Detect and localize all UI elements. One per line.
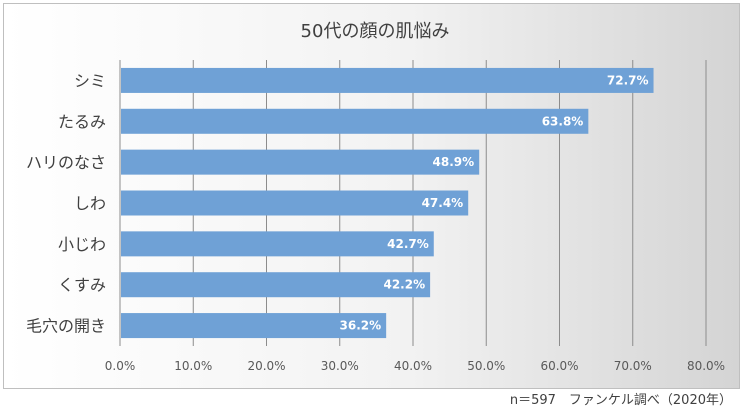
data-label: 47.4% [422, 196, 464, 210]
x-tick-label: 40.0% [394, 359, 432, 373]
bar [121, 313, 387, 339]
data-label: 42.2% [383, 278, 425, 292]
category-label: くすみ [58, 276, 106, 295]
data-label: 42.7% [387, 237, 429, 251]
bar [121, 108, 589, 134]
x-tick-label: 70.0% [614, 359, 652, 373]
bar [121, 272, 431, 298]
category-label: 小じわ [58, 235, 106, 254]
data-label: 48.9% [433, 155, 475, 169]
x-tick-label: 20.0% [247, 359, 285, 373]
category-label: シミ [74, 71, 106, 90]
data-label: 36.2% [340, 319, 382, 333]
x-tick-label: 0.0% [105, 359, 136, 373]
bar [121, 231, 434, 257]
category-label: たるみ [58, 112, 106, 131]
bar [121, 149, 480, 175]
data-label: 63.8% [542, 114, 584, 128]
x-tick-label: 10.0% [174, 359, 212, 373]
chart-title: 50代の顔の肌悩み [300, 21, 450, 42]
x-tick-label: 80.0% [687, 359, 725, 373]
data-label: 72.7% [607, 73, 649, 87]
category-label: しわ [74, 194, 106, 213]
source-note: n＝597 ファンケル調べ（2020年） [509, 393, 732, 408]
bar [121, 190, 469, 216]
x-tick-label: 50.0% [467, 359, 505, 373]
bar [121, 67, 654, 93]
x-tick-label: 30.0% [321, 359, 359, 373]
category-label: ハリのなさ [26, 153, 106, 172]
x-tick-label: 60.0% [540, 359, 578, 373]
category-label: 毛穴の開き [26, 317, 106, 336]
